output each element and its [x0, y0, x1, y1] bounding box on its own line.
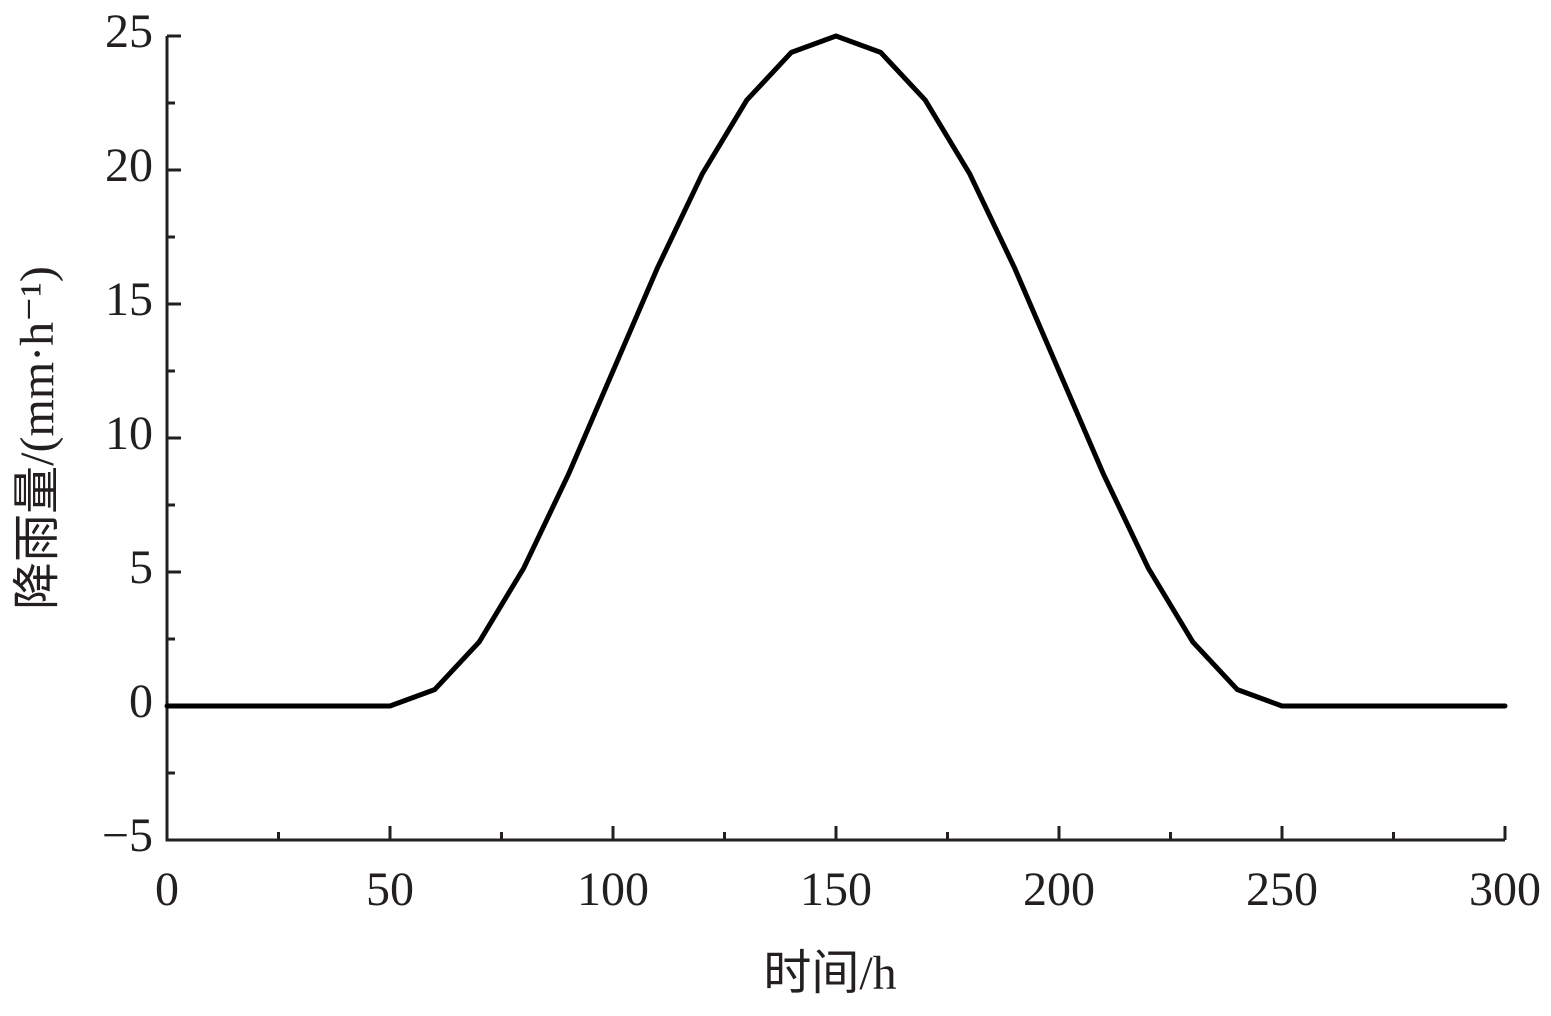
y-tick-label: 0: [129, 675, 153, 728]
y-tick-label: 25: [105, 5, 153, 58]
x-tick-label: 0: [155, 863, 179, 916]
y-tick-label: 20: [105, 139, 153, 192]
y-tick-label: −5: [102, 809, 153, 862]
data-line: [164, 33, 1508, 709]
y-tick-label: 5: [129, 541, 153, 594]
x-tick-label: 200: [1023, 863, 1095, 916]
x-tick-label: 150: [800, 863, 872, 916]
y-axis-label: 降雨量/(mm·h⁻¹): [11, 266, 64, 610]
x-tick-label: 300: [1469, 863, 1541, 916]
x-tick-label: 250: [1246, 863, 1318, 916]
x-axis-label: 时间/h: [763, 947, 896, 1000]
x-tick-label: 50: [366, 863, 414, 916]
x-tick-label: 100: [577, 863, 649, 916]
y-tick-label: 15: [105, 273, 153, 326]
y-tick-label: 10: [105, 407, 153, 460]
